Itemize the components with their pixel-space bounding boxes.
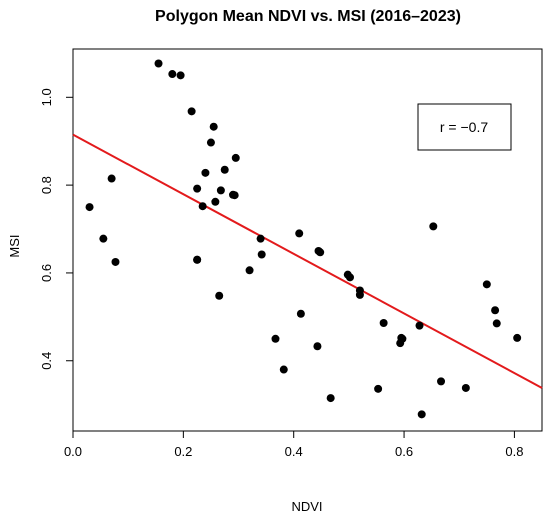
data-point (437, 377, 446, 386)
data-point (216, 186, 225, 195)
x-axis-label: NDVI (291, 499, 322, 514)
data-point (316, 248, 325, 257)
regression-line (72, 133, 543, 389)
data-point (461, 383, 470, 392)
trend-line-group (72, 133, 543, 389)
y-tick-label: 0.6 (39, 264, 54, 282)
data-point (245, 266, 254, 275)
data-point (201, 168, 210, 177)
data-points (85, 59, 522, 419)
data-point (230, 191, 239, 200)
y-tick-label: 0.4 (39, 352, 54, 370)
data-point (168, 70, 177, 79)
y-tick-label: 1.0 (39, 88, 54, 106)
data-point (107, 174, 116, 183)
data-point (417, 410, 426, 419)
x-tick-label: 0.2 (174, 444, 192, 459)
chart-title: Polygon Mean NDVI vs. MSI (2016–2023) (155, 8, 461, 25)
data-point (313, 342, 322, 351)
data-point (326, 394, 335, 403)
data-point (193, 255, 202, 264)
data-point (279, 365, 288, 374)
y-axis-label: MSI (7, 234, 22, 257)
data-point (396, 339, 405, 348)
data-point (429, 222, 438, 231)
data-point (176, 71, 185, 80)
data-point (85, 203, 94, 212)
x-axis: 0.0 0.2 0.4 0.6 0.8 (64, 431, 523, 459)
legend: r = −0.7 (417, 103, 512, 151)
data-point (111, 257, 120, 266)
y-tick-label: 0.8 (39, 176, 54, 194)
data-point (415, 321, 424, 330)
data-point (209, 122, 218, 131)
data-point (379, 318, 388, 327)
data-point (220, 165, 229, 174)
data-point (231, 153, 240, 162)
data-point (492, 319, 501, 328)
data-point (491, 306, 500, 315)
data-point (257, 250, 266, 259)
legend-label: r = −0.7 (440, 119, 488, 135)
data-point (215, 291, 224, 300)
data-point (211, 197, 220, 206)
y-axis: 0.4 0.6 0.8 1.0 (39, 88, 73, 370)
data-point (296, 309, 305, 318)
data-point (271, 334, 280, 343)
data-point (99, 234, 108, 243)
data-point (154, 59, 163, 68)
data-point (513, 333, 522, 342)
x-tick-label: 0.0 (64, 444, 82, 459)
data-point (482, 280, 491, 289)
data-point (345, 273, 354, 282)
x-tick-label: 0.8 (505, 444, 523, 459)
data-point (198, 202, 207, 211)
data-point (193, 184, 202, 193)
data-point (256, 234, 265, 243)
x-tick-label: 0.6 (395, 444, 413, 459)
data-point (374, 384, 383, 393)
data-point (355, 290, 364, 299)
x-tick-label: 0.4 (285, 444, 303, 459)
data-point (206, 138, 215, 147)
data-point (295, 229, 304, 238)
data-point (187, 107, 196, 116)
legend-box (417, 103, 512, 151)
plot-frame (72, 48, 543, 432)
